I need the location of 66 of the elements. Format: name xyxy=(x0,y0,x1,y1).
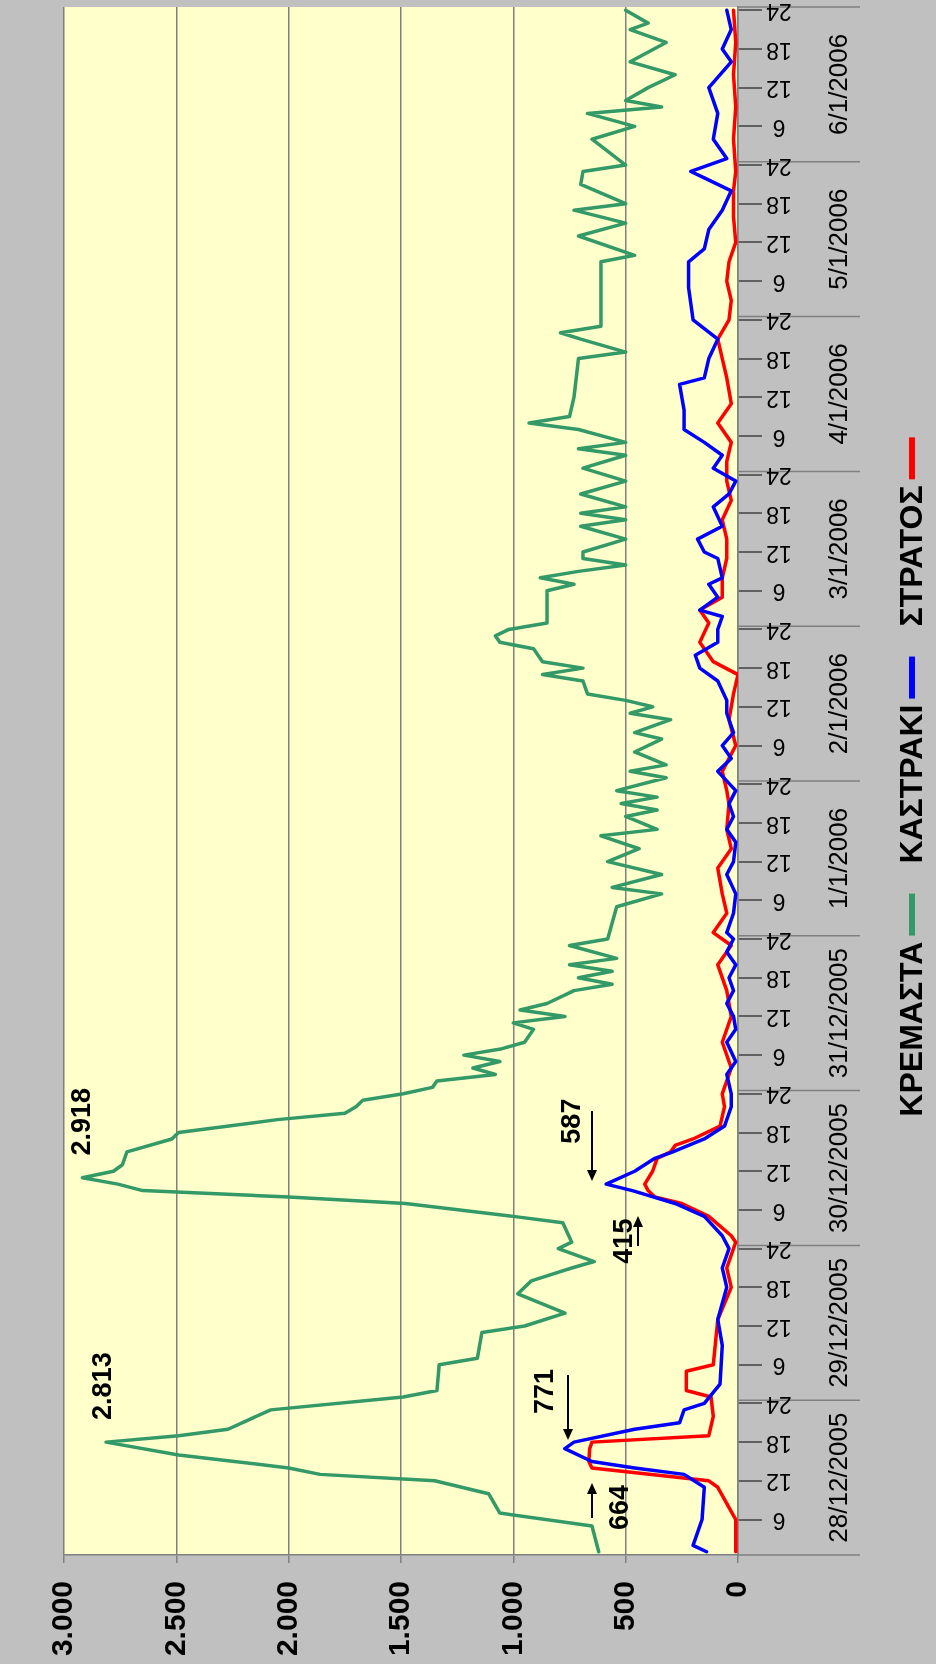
y-tick-label: 18 xyxy=(766,656,792,683)
x-tick-label: 500 xyxy=(606,1581,640,1632)
y-tick-label: 12 xyxy=(766,540,792,567)
y-tick-label: 18 xyxy=(766,966,792,993)
y-tick-label: 6 xyxy=(772,1508,786,1535)
legend-label: ΚΡΕΜΑΣΤΑ xyxy=(892,941,929,1117)
y-tick-label: 12 xyxy=(766,850,792,877)
y-tick-label: 24 xyxy=(766,1237,792,1264)
annotation: 2.918 xyxy=(65,1087,96,1156)
y-tick-label: 24 xyxy=(766,927,792,954)
x-tick-label: 2.000 xyxy=(269,1581,303,1657)
annotation: 771 xyxy=(529,1369,560,1415)
y-tick-label: 12 xyxy=(766,1005,792,1032)
x-tick-label: 3.000 xyxy=(45,1581,79,1657)
y-tick-label: 6 xyxy=(772,1353,786,1380)
y-tick-label: 18 xyxy=(766,1275,792,1302)
y-tick-label: 24 xyxy=(766,1392,792,1419)
y2-tick-label: 4/1/2006 xyxy=(823,343,854,445)
y-tick-label: 6 xyxy=(772,734,786,761)
y-tick-label: 18 xyxy=(766,811,792,838)
annotation: 587 xyxy=(555,1098,586,1144)
x-tick-label: 1.500 xyxy=(382,1581,416,1657)
y-tick-label: 6 xyxy=(772,1198,786,1225)
y2-tick-label: 5/1/2006 xyxy=(823,188,854,290)
y2-tick-label: 6/1/2006 xyxy=(823,33,854,136)
y-tick-label: 6 xyxy=(772,114,786,141)
legend-label: ΚΑΣΤΡΑΚΙ xyxy=(892,704,929,864)
y-tick-label: 6 xyxy=(772,424,786,451)
y-tick-label: 6 xyxy=(772,269,786,296)
y2-tick-label: 30/12/2005 xyxy=(823,1102,854,1234)
y-tick-label: 12 xyxy=(766,385,792,412)
x-tick-label: 0 xyxy=(719,1581,753,1598)
y2-tick-label: 1/1/2006 xyxy=(823,807,854,910)
y-tick-label: 18 xyxy=(766,1121,792,1148)
y2-tick-label: 3/1/2006 xyxy=(823,498,854,600)
y-tick-label: 18 xyxy=(766,37,792,64)
y-tick-label: 12 xyxy=(766,231,792,258)
y-tick-label: 24 xyxy=(766,463,792,490)
y2-tick-label: 28/12/2005 xyxy=(823,1412,854,1543)
y-tick-label: 6 xyxy=(772,888,786,915)
y-tick-label: 12 xyxy=(766,1314,792,1341)
x-tick-label: 2.500 xyxy=(157,1581,191,1657)
y-tick-label: 24 xyxy=(766,308,792,335)
legend-label: ΣΤΡΑΤΟΣ xyxy=(892,485,929,627)
y2-tick-label: 2/1/2006 xyxy=(823,652,854,755)
y-tick-label: 12 xyxy=(766,1469,792,1496)
x-tick-label: 1.000 xyxy=(494,1581,528,1657)
y-tick-label: 18 xyxy=(766,192,792,219)
annotation: 415 xyxy=(608,1218,639,1264)
y-tick-label: 18 xyxy=(766,501,792,528)
annotation: 2.813 xyxy=(87,1352,118,1420)
y2-tick-label: 31/12/2005 xyxy=(823,948,854,1079)
y-tick-label: 24 xyxy=(766,1082,792,1109)
y-tick-label: 18 xyxy=(766,347,792,374)
y-tick-label: 24 xyxy=(766,618,792,645)
y-tick-label: 18 xyxy=(766,1430,792,1457)
y-tick-label: 12 xyxy=(766,695,792,722)
y-tick-label: 12 xyxy=(766,1159,792,1186)
y-tick-label: 6 xyxy=(772,1043,786,1070)
y-tick-label: 12 xyxy=(766,76,792,103)
y-tick-label: 24 xyxy=(766,153,792,180)
y-tick-label: 24 xyxy=(766,772,792,799)
y-tick-label: 6 xyxy=(772,579,786,606)
y-tick-label: 24 xyxy=(766,0,792,25)
y2-tick-label: 29/12/2005 xyxy=(823,1257,854,1388)
annotation: 664 xyxy=(604,1484,635,1531)
